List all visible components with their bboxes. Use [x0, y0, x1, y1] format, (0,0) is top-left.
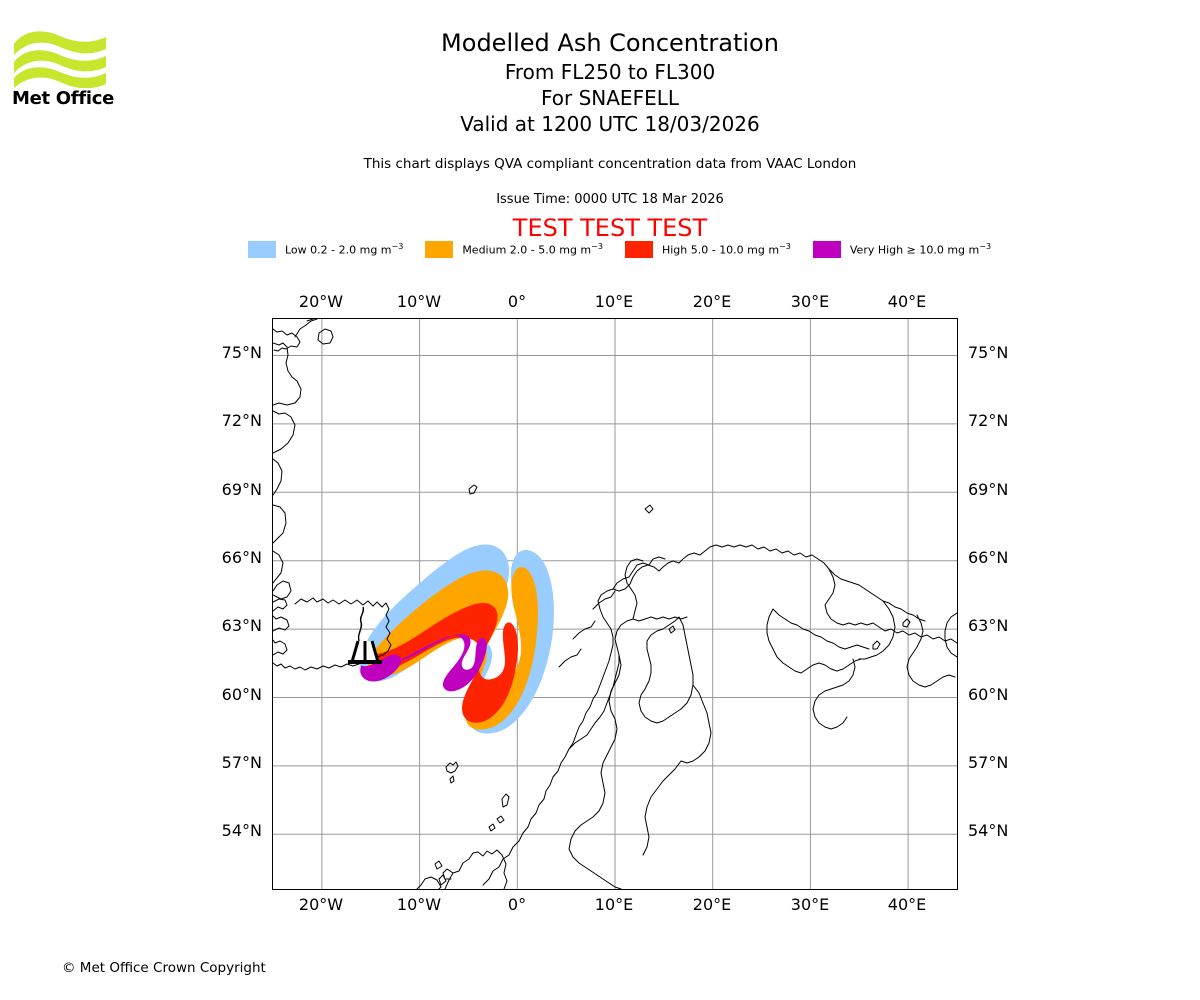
lon-label-bottom-10E: 10°E: [594, 895, 634, 914]
contour-very-high-tail: [360, 654, 402, 682]
lat-label-left-75N: 75°N: [221, 343, 262, 362]
legend-label-high: High 5.0 - 10.0 mg m−3: [661, 241, 791, 257]
volcano-marker[interactable]: [348, 606, 382, 664]
flight-levels: From FL250 to FL300: [504, 60, 716, 84]
lon-label-top-10E: 10°E: [594, 292, 634, 311]
coastline-finland: [638, 616, 694, 724]
legend-item-high: High 5.0 - 10.0 mg m−3: [624, 240, 791, 258]
legend-swatch-low: [248, 240, 276, 258]
copyright-footer: © Met Office Crown Copyright: [62, 960, 266, 976]
lat-label-right-54N: 54°N: [968, 821, 1009, 840]
coastline-great-britain: [434, 849, 508, 889]
legend-label-low: Low 0.2 - 2.0 mg m−3: [285, 241, 404, 257]
coastline-baltic: [568, 654, 712, 889]
legend-swatch-very-high: [812, 240, 841, 258]
valid-time: Valid at 1200 UTC 18/03/2026: [460, 112, 760, 136]
lon-label-top-0: 0°: [507, 292, 527, 311]
legend-item-very-high: Very High ≥ 10.0 mg m−3: [812, 240, 992, 258]
lon-label-top-30E: 30°E: [790, 292, 830, 311]
coastline-greenland-islands: [306, 319, 334, 345]
coastline-norway-north: [558, 556, 666, 668]
lon-label-bottom-40E: 40°E: [887, 895, 927, 914]
lat-label-left-66N: 66°N: [221, 548, 262, 567]
ash-concentration-map[interactable]: [272, 318, 958, 890]
met-office-waves-icon: [14, 31, 106, 88]
concentration-legend: Low 0.2 - 2.0 mg m−3 Medium 2.0 - 5.0 mg…: [248, 240, 992, 258]
lon-label-bottom-10W: 10°W: [396, 895, 442, 914]
legend-swatch-medium: [425, 240, 454, 258]
met-office-brand-text: Met Office: [12, 88, 115, 109]
legend-label-medium: Medium 2.0 - 5.0 mg m−3: [462, 241, 603, 257]
issue-time: Issue Time: 0000 UTC 18 Mar 2026: [496, 192, 724, 207]
lon-label-bottom-20E: 20°E: [692, 895, 732, 914]
coastlines: [273, 319, 957, 889]
chart-title-block: Modelled Ash Concentration From FL250 to…: [250, 28, 970, 137]
legend-item-low: Low 0.2 - 2.0 mg m−3: [248, 240, 404, 258]
coastline-russia-islands: [872, 618, 911, 650]
lon-label-bottom-30E: 30°E: [790, 895, 830, 914]
lat-label-right-72N: 72°N: [968, 411, 1009, 430]
lat-label-left-69N: 69°N: [221, 480, 262, 499]
coastline-russia: [766, 568, 957, 730]
chart-subtitle: This chart displays QVA compliant concen…: [363, 156, 857, 172]
lat-label-right-66N: 66°N: [968, 548, 1009, 567]
lat-label-right-63N: 63°N: [968, 616, 1009, 635]
lat-label-left-54N: 54°N: [221, 821, 262, 840]
page-title: Modelled Ash Concentration: [441, 29, 779, 57]
lat-label-right-60N: 60°N: [968, 685, 1009, 704]
lon-label-bottom-20W: 20°W: [298, 895, 344, 914]
met-office-logo: Met Office: [12, 22, 122, 112]
legend-swatch-high: [624, 240, 653, 258]
lat-label-left-60N: 60°N: [221, 685, 262, 704]
volcano-name: For SNAEFELL: [540, 86, 679, 110]
coastline-scandinavia: [482, 544, 957, 886]
coastline-ireland: [416, 876, 442, 889]
lon-label-top-20E: 20°E: [692, 292, 732, 311]
ash-plume-contours: [359, 544, 554, 734]
map-canvas: [273, 319, 957, 889]
coastline-jan-mayen: [468, 484, 478, 495]
contour-high: [371, 603, 518, 723]
coastline-inner-islands: [644, 504, 676, 634]
coastline-greenland: [273, 319, 318, 600]
lat-label-left-57N: 57°N: [221, 753, 262, 772]
legend-label-very-high: Very High ≥ 10.0 mg m−3: [849, 241, 992, 257]
lon-label-top-20W: 20°W: [298, 292, 344, 311]
coastline-faroe-islands: [445, 761, 459, 784]
lat-label-left-72N: 72°N: [221, 411, 262, 430]
lat-label-right-75N: 75°N: [968, 343, 1009, 362]
coastline-shetland: [488, 793, 510, 832]
lat-label-left-63N: 63°N: [221, 616, 262, 635]
lat-label-right-57N: 57°N: [968, 753, 1009, 772]
test-banner: TEST TEST TEST: [512, 214, 708, 242]
lon-label-top-10W: 10°W: [396, 292, 442, 311]
lon-label-bottom-0: 0°: [507, 895, 527, 914]
coastline-iceland: [273, 597, 392, 671]
contour-very-high: [373, 634, 487, 692]
legend-item-medium: Medium 2.0 - 5.0 mg m−3: [425, 240, 603, 258]
coastline-scandinavia-inner: [568, 558, 688, 750]
lon-label-top-40E: 40°E: [887, 292, 927, 311]
lat-label-right-69N: 69°N: [968, 480, 1009, 499]
